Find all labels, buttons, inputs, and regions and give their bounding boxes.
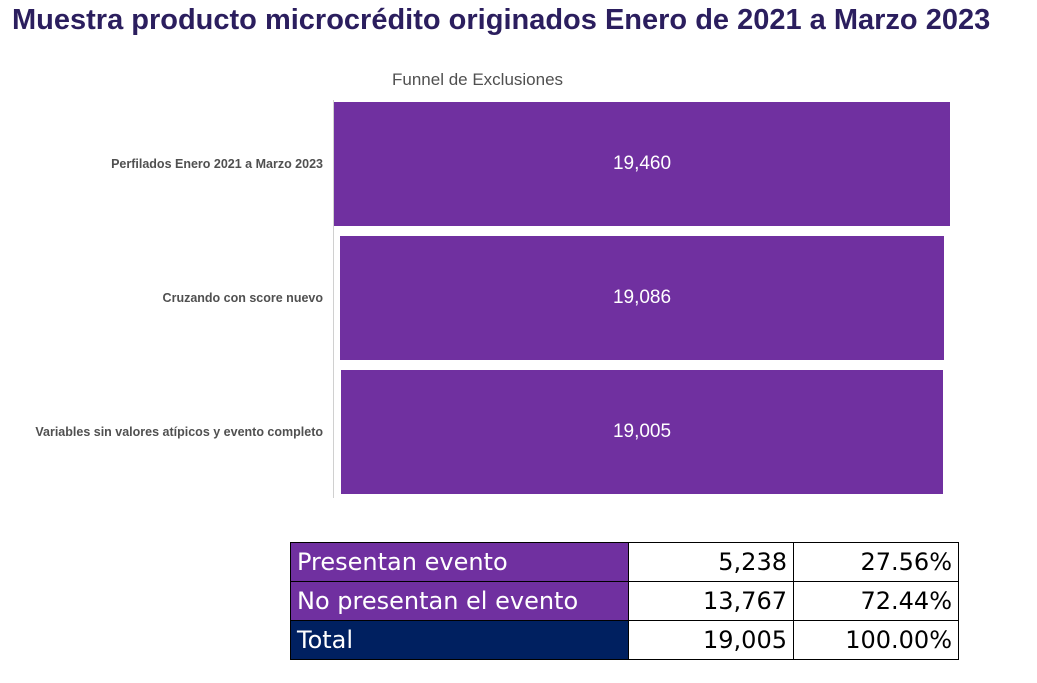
bar-value-label: 19,005 [612,421,672,442]
table-row: Presentan evento 5,238 27.56% [290,542,959,582]
chart-title: Funnel de Exclusiones [392,70,564,89]
row-label: No presentan el evento [290,581,629,621]
total-label: Total [290,620,629,660]
total-count: 19,005 [628,620,794,660]
bar-value-label: 19,460 [612,153,672,174]
funnel-bar [334,102,950,226]
summary-table: Presentan evento 5,238 27.56% No present… [290,542,959,660]
row-count: 5,238 [628,542,794,582]
category-label: Perfilados Enero 2021 a Marzo 2023 [111,157,323,171]
category-label: Cruzando con score nuevo [162,291,323,305]
row-label: Presentan evento [290,542,629,582]
table-row-total: Total 19,005 100.00% [290,620,959,660]
page-title: Muestra producto microcrédito originados… [12,4,991,36]
row-count: 13,767 [628,581,794,621]
funnel-bar [341,370,943,494]
bar-value-label: 19,086 [612,287,672,308]
row-percent: 72.44% [793,581,959,621]
funnel-bar [339,236,945,360]
table-row: No presentan el evento 13,767 72.44% [290,581,959,621]
total-percent: 100.00% [793,620,959,660]
category-axis-line [333,100,334,498]
row-percent: 27.56% [793,542,959,582]
category-label: Variables sin valores atípicos y evento … [35,425,323,439]
